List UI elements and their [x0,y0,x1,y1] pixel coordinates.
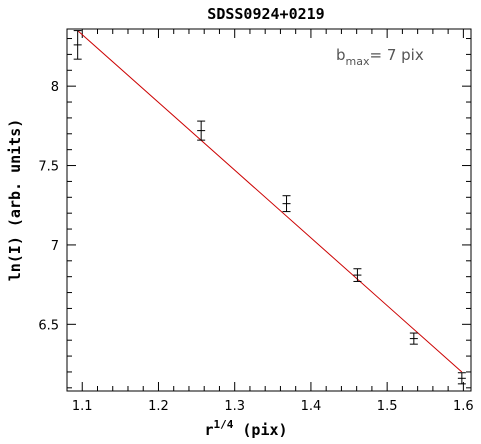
data-point [409,332,418,345]
y-tick-label: 7 [51,239,59,254]
x-tick-label: 1.1 [72,399,93,414]
fit-line-group [77,30,463,373]
plot-frame [66,28,472,392]
x-axis-label-rest: (pix) [233,421,287,439]
x-tick-label: 1.3 [224,399,245,414]
x-axis-label-base: r [204,421,213,439]
annotation-sub: max [346,55,370,68]
x-tick-label: 1.2 [148,399,169,414]
y-tick-label: 7.5 [38,160,59,175]
x-axis: 1.1 1.2 1.3 1.4 1.5 1.6 [72,29,474,414]
x-tick-label: 1.6 [453,399,474,414]
data-point [282,195,291,213]
annotation-base: b [336,46,346,64]
chart-title: SDSS0924+0219 [207,5,324,23]
data-point [73,30,82,60]
y-tick-label: 8 [51,80,59,95]
data-point [353,268,362,282]
y-tick-label: 6.5 [38,318,59,333]
y-axis: 6.5 7 7.5 8 [38,38,471,389]
data-points [73,30,466,385]
fit-line [77,30,463,373]
y-axis-label: ln(I) (arb. units) [6,119,24,282]
x-axis-label-exp: 1/4 [213,418,233,431]
x-tick-label: 1.4 [301,399,322,414]
x-tick-label: 1.5 [377,399,398,414]
annotation-rest: = 7 pix [370,46,424,64]
annotation: bmax= 7 pix [336,46,424,68]
x-axis-label: r1/4 (pix) [204,418,287,439]
data-point [457,372,466,385]
data-point [197,120,206,141]
